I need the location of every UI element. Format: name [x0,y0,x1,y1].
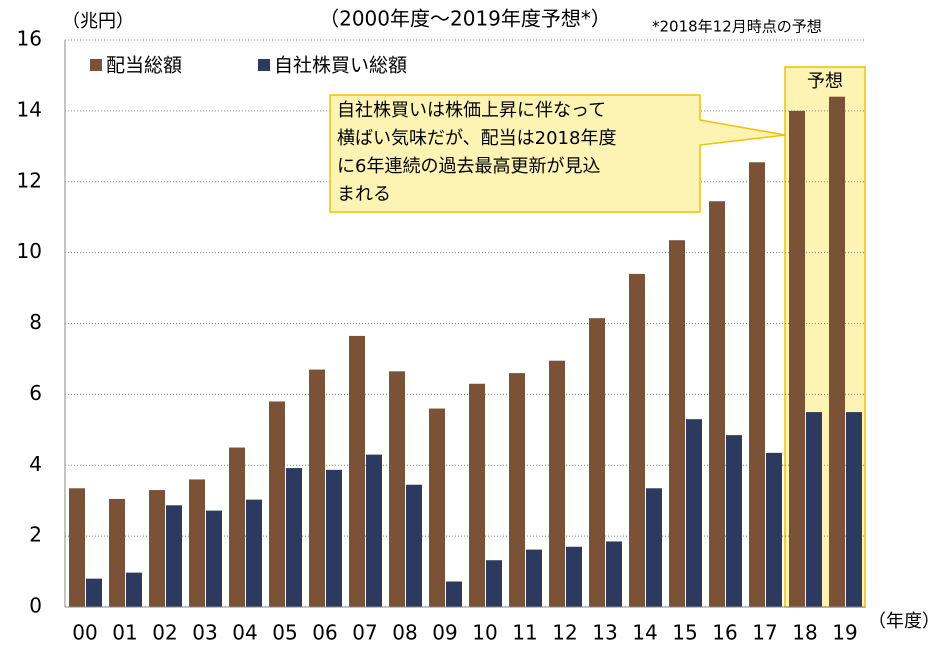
bar [349,335,365,607]
x-tick-label: 17 [752,621,777,645]
annotation-text: まれる [337,184,391,205]
annotation-text: 横ばい気味だが、配当は2018年度 [337,128,616,149]
bar [429,408,445,607]
chart-subtitle: *2018年12月時点の予想 [652,18,822,36]
x-tick-label: 09 [432,621,457,645]
bar [366,454,382,607]
y-tick-label: 12 [17,168,42,192]
bar [846,412,862,607]
bar [789,110,805,607]
x-tick-label: 07 [352,621,377,645]
y-tick-label: 14 [17,97,42,121]
x-tick-label: 05 [272,621,297,645]
y-tick-label: 16 [17,27,42,51]
bar [526,549,542,607]
x-tick-label: 16 [712,621,737,645]
bar [646,488,662,607]
annotation-text: 自社株買いは株価上昇に伴なって [337,100,606,121]
bar [69,488,85,607]
x-tick-label: 10 [472,621,497,645]
bar [206,510,222,607]
bar [766,452,782,607]
y-tick-label: 2 [29,523,42,547]
annotation-text: に6年連続の過去最高更新が見込 [337,156,600,177]
y-tick-label: 10 [17,239,42,263]
y-tick-label: 0 [29,594,42,618]
x-axis-label: （年度） [868,611,938,632]
legend-label: 自社株買い総額 [274,55,407,77]
bar [486,560,502,607]
x-tick-label: 08 [392,621,417,645]
x-tick-label: 14 [632,621,657,645]
bar [286,468,302,607]
bar [686,419,702,607]
y-axis-label: （兆円） [62,11,134,32]
y-tick-label: 6 [29,381,42,405]
bar [166,505,182,607]
legend-swatch [90,59,102,71]
x-tick-label: 11 [512,621,537,645]
bar [566,546,582,607]
bar [749,162,765,607]
x-tick-label: 12 [552,621,577,645]
bar [269,401,285,607]
bar [549,360,565,607]
x-tick-label: 06 [312,621,337,645]
bar [309,369,325,607]
bar [149,490,165,607]
x-tick-label: 00 [72,621,97,645]
bar [669,240,685,608]
bar [246,499,262,607]
x-tick-label: 04 [232,621,257,645]
forecast-label: 予想 [807,71,843,92]
chart-title: （2000年度～2019年度予想*） [319,7,611,31]
x-tick-label: 18 [792,621,817,645]
x-tick-label: 03 [192,621,217,645]
bar [589,318,605,607]
x-tick-label: 19 [832,621,857,645]
x-tick-label: 13 [592,621,617,645]
annotation-box [329,94,786,213]
legend-label: 配当総額 [106,55,182,77]
legend-swatch [258,59,270,71]
x-tick-label: 01 [112,621,137,645]
bar [606,541,622,607]
bar [229,447,245,607]
bar [806,412,822,607]
bar [629,273,645,607]
bar [509,373,525,607]
bar [829,96,845,607]
y-tick-label: 8 [29,310,42,334]
bar [126,572,142,607]
bar [389,371,405,607]
bar [109,498,125,607]
bar [726,435,742,607]
bar [469,383,485,607]
x-tick-label: 15 [672,621,697,645]
y-tick-label: 4 [29,452,42,476]
bar [406,484,422,607]
bar [326,469,342,607]
bar [446,581,462,607]
bar [189,479,205,607]
bar [86,578,102,607]
bar [709,201,725,607]
x-tick-label: 02 [152,621,177,645]
